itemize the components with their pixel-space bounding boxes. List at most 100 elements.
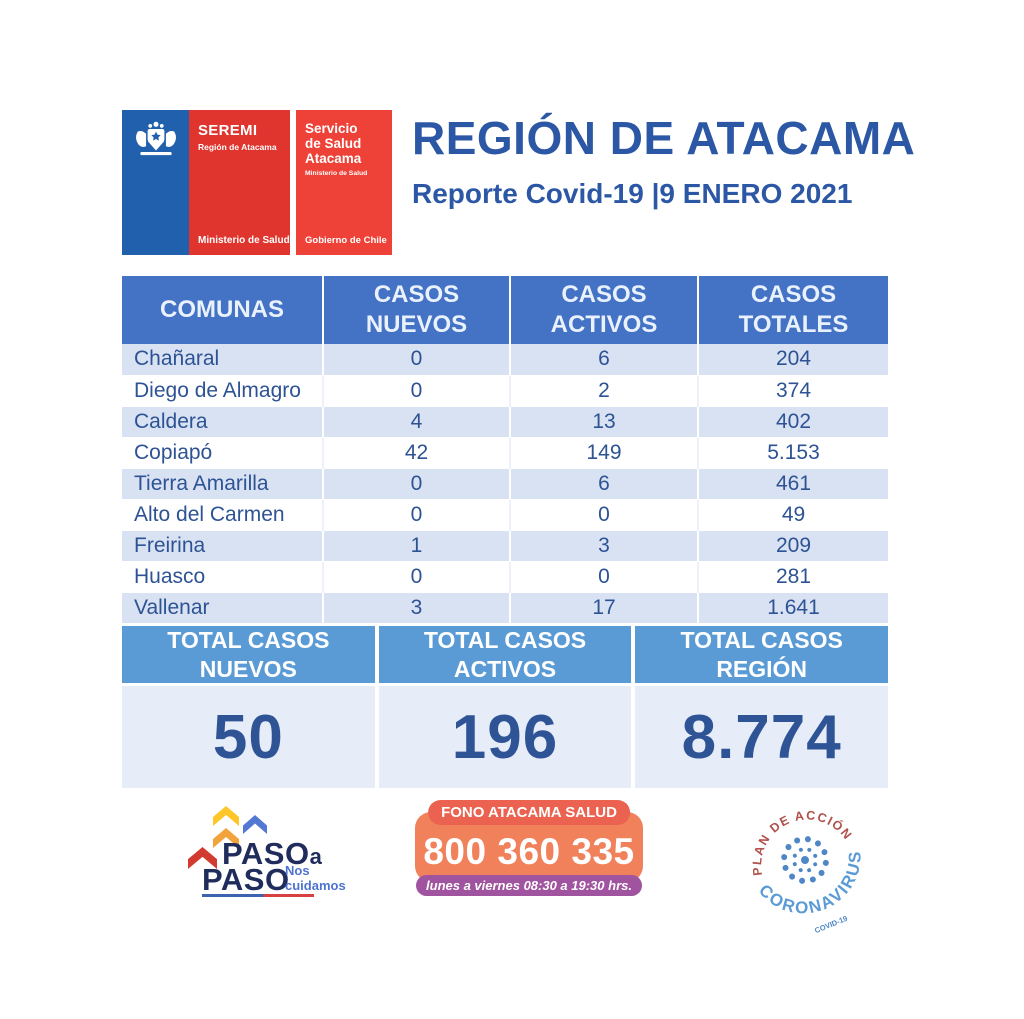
table-row: Copiapó 42 149 5.153 [122,436,888,468]
casos-nuevos-cell: 1 [322,529,510,561]
casos-nuevos-cell: 0 [322,467,510,499]
seremi-logo: SEREMI Región de Atacama Ministerio de S… [122,110,290,255]
column-header-comunas: COMUNAS [122,276,323,344]
casos-activos-cell: 17 [509,591,698,623]
casos-nuevos-cell: 0 [322,374,510,406]
table-header-row: COMUNAS CASOS NUEVOS CASOS ACTIVOS CASOS… [122,276,888,344]
total-casos-region-header: TOTAL CASOS REGIÓN [635,626,889,683]
page-subtitle: Reporte Covid-19 |9 ENERO 2021 [412,178,853,210]
casos-nuevos-cell: 0 [322,344,510,375]
casos-nuevos-cell: 4 [322,405,510,437]
paso-word1: PASO [222,836,310,871]
paso-underline [202,894,314,897]
table-row: Vallenar 3 17 1.641 [122,591,888,623]
table-row: Diego de Almagro 0 2 374 [122,374,888,406]
comuna-cell: Alto del Carmen [122,498,323,530]
paso-tagline: Nos cuidamos [285,863,346,893]
table-row: Alto del Carmen 0 0 49 [122,498,888,530]
paso-word1-suffix: a [309,844,323,869]
casos-nuevos-cell: 0 [322,560,510,592]
fono-phone-number: 800 360 335 [423,831,635,872]
fono-atacama-badge: FONO ATACAMA SALUD 800 360 335 lunes a v… [415,800,643,902]
casos-totales-cell: 374 [697,374,888,406]
comunas-table: COMUNAS CASOS NUEVOS CASOS ACTIVOS CASOS… [122,276,888,623]
totals-section: TOTAL CASOS NUEVOS 50 TOTAL CASOS ACTIVO… [122,626,889,788]
seremi-logo-blue-panel [122,110,189,255]
total-casos-nuevos-header: TOTAL CASOS NUEVOS [122,626,375,683]
column-header-casos-totales: CASOS TOTALES [697,276,888,344]
casos-nuevos-cell: 3 [322,591,510,623]
seremi-logo-subtitle: Región de Atacama [198,142,277,152]
casos-totales-cell: 461 [697,467,888,499]
table-row: Chañaral 0 6 204 [122,344,888,375]
total-casos-region-value: 8.774 [635,686,889,788]
casos-totales-cell: 402 [697,405,888,437]
seremi-logo-title: SEREMI [198,122,258,139]
casos-activos-cell: 13 [509,405,698,437]
comuna-cell: Huasco [122,560,323,592]
total-label-line2: REGIÓN [716,655,808,682]
servicio-salud-logo-subtitle: Ministerio de Salud [305,170,368,178]
virus-icon [781,836,829,884]
casos-totales-cell: 281 [697,560,888,592]
total-label-line1: TOTAL CASOS [167,627,330,654]
plan-de-accion-coronavirus-stamp: PLAN DE ACCIÓN CORONAVIRUS COVID-19 [725,780,885,940]
total-label-line1: TOTAL CASOS [680,627,843,654]
comuna-cell: Freirina [122,529,323,561]
casos-activos-cell: 149 [509,436,698,468]
total-label-line1: TOTAL CASOS [423,627,587,654]
servicio-salud-logo: Servicio de Salud Atacama Ministerio de … [296,110,392,255]
seremi-logo-footer: Ministerio de Salud [198,235,290,246]
casos-totales-cell: 204 [697,344,888,375]
casos-activos-cell: 2 [509,374,698,406]
casos-activos-cell: 6 [509,467,698,499]
total-casos-region-block: TOTAL CASOS REGIÓN 8.774 [635,626,889,788]
comuna-cell: Chañaral [122,344,323,375]
paso-word-line1: PASOa [222,836,322,872]
table-row: Caldera 4 13 402 [122,405,888,437]
fono-hours-pill: lunes a viernes 08:30 a 19:30 hrs. [416,875,642,896]
casos-nuevos-cell: 0 [322,498,510,530]
casos-totales-cell: 209 [697,529,888,561]
seremi-logo-red-panel: SEREMI Región de Atacama Ministerio de S… [189,110,290,255]
servicio-salud-logo-title: Servicio de Salud Atacama [305,121,362,167]
comuna-cell: Vallenar [122,591,323,623]
casos-activos-cell: 0 [509,498,698,530]
total-casos-activos-header: TOTAL CASOS ACTIVOS [378,626,632,683]
total-casos-activos-block: TOTAL CASOS ACTIVOS 196 [378,626,632,788]
fono-title-pill: FONO ATACAMA SALUD [428,800,630,825]
casos-totales-cell: 49 [697,498,888,530]
page-title: REGIÓN DE ATACAMA [412,112,916,164]
comuna-cell: Caldera [122,405,323,437]
stamp-top-arc-text: PLAN DE ACCIÓN [734,791,857,879]
total-casos-activos-value: 196 [378,686,632,788]
casos-activos-cell: 6 [509,344,698,375]
comuna-cell: Diego de Almagro [122,374,323,406]
stamp-caption: COVID-19 [813,914,848,935]
casos-activos-cell: 3 [509,529,698,561]
total-label-line2: ACTIVOS [453,655,557,682]
paso-a-paso-logo: PASOa PASO Nos cuidamos [175,800,410,925]
table-row: Freirina 1 3 209 [122,529,888,561]
total-casos-nuevos-value: 50 [122,686,375,788]
table-row: Huasco 0 0 281 [122,560,888,592]
comuna-cell: Tierra Amarilla [122,467,323,499]
casos-totales-cell: 1.641 [697,591,888,623]
chevron-blue-icon [243,815,267,834]
column-header-casos-nuevos: CASOS NUEVOS [322,276,510,344]
svg-text:PLAN DE ACCIÓN: PLAN DE ACCIÓN [734,791,857,879]
casos-totales-cell: 5.153 [697,436,888,468]
table-row: Tierra Amarilla 0 6 461 [122,467,888,499]
paso-word-line2: PASO [202,862,290,897]
casos-nuevos-cell: 42 [322,436,510,468]
column-header-casos-activos: CASOS ACTIVOS [509,276,698,344]
total-casos-nuevos-block: TOTAL CASOS NUEVOS 50 [122,626,375,788]
coronavirus-stamp-icon: PLAN DE ACCIÓN CORONAVIRUS COVID-19 [734,791,881,935]
comuna-cell: Copiapó [122,436,323,468]
report-header: REGIÓN DE ATACAMA Reporte Covid-19 |9 EN… [412,112,916,210]
total-label-line2: NUEVOS [199,655,297,682]
servicio-salud-logo-footer: Gobierno de Chile [305,235,387,246]
chile-coat-of-arms-icon [135,121,176,156]
chevron-yellow-icon [213,806,239,826]
